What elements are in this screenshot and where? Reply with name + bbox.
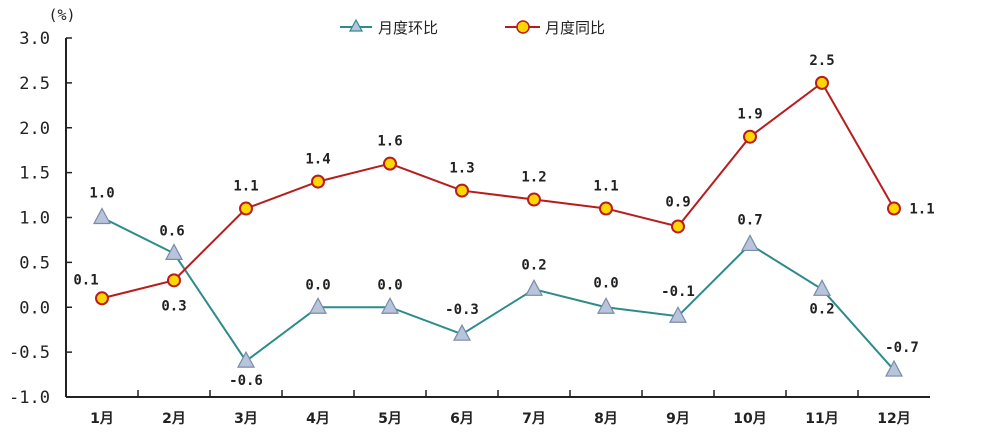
y-tick-label: 0.0 xyxy=(19,298,50,318)
data-label: -0.6 xyxy=(229,373,263,389)
x-tick-label: 11月 xyxy=(805,411,838,427)
legend-item-mom: 月度环比 xyxy=(340,18,438,37)
data-label: 0.6 xyxy=(159,223,184,239)
data-point xyxy=(311,174,325,189)
x-tick-label: 4月 xyxy=(306,411,330,427)
x-tick-label: 2月 xyxy=(162,411,186,427)
data-point xyxy=(597,296,615,314)
x-tick-label: 12月 xyxy=(877,411,910,427)
data-point xyxy=(455,183,469,198)
data-point xyxy=(309,296,327,314)
y-tick-label: -0.5 xyxy=(9,343,50,363)
x-tick-label: 6月 xyxy=(450,411,474,427)
data-point xyxy=(239,201,253,216)
y-tick-label: 1.5 xyxy=(19,164,50,184)
data-label: 1.6 xyxy=(377,134,402,150)
series-yoy: 0.1 0.3 1.1 1.4 1.6 1.3 1.2 1.1 0.9 1.9 2.5 1.1 xyxy=(73,53,934,314)
x-tick-label: 10月 xyxy=(733,411,766,427)
data-label: 1.3 xyxy=(449,161,474,177)
data-point xyxy=(669,305,687,323)
data-point xyxy=(813,279,831,296)
x-tick-label: 8月 xyxy=(594,411,618,427)
data-point xyxy=(885,359,903,377)
data-label: 1.2 xyxy=(521,170,546,186)
data-label: 1.4 xyxy=(305,152,330,168)
x-tick-label: 3月 xyxy=(234,411,258,427)
series-line xyxy=(101,81,895,300)
data-point xyxy=(887,201,901,216)
y-tick-label: -1.0 xyxy=(9,388,50,408)
data-point xyxy=(383,156,397,171)
data-label: 0.1 xyxy=(73,272,98,288)
data-label: 2.5 xyxy=(809,53,834,69)
data-point xyxy=(165,243,183,260)
data-label: 0.2 xyxy=(521,257,546,273)
data-point xyxy=(525,279,543,296)
data-point xyxy=(453,323,471,341)
circle-icon xyxy=(516,20,530,34)
series-mom: 1.0 0.6 -0.6 0.0 0.0 -0.3 0.2 0.0 -0.1 0.7 0.2 -0.7 xyxy=(89,186,919,390)
x-tick-label: 5月 xyxy=(378,411,402,427)
legend-label: 月度环比 xyxy=(378,19,438,37)
data-label: 1.1 xyxy=(593,179,618,195)
legend-label: 月度同比 xyxy=(545,19,605,37)
x-tick-label: 7月 xyxy=(522,411,546,427)
legend-item-yoy: 月度同比 xyxy=(505,19,605,37)
data-label: 1.9 xyxy=(737,107,762,123)
data-label: 0.7 xyxy=(737,212,762,228)
y-tick-label: 3.0 xyxy=(19,29,50,49)
series-line xyxy=(101,216,895,371)
data-label: 0.0 xyxy=(377,277,402,293)
data-label: 1.0 xyxy=(89,186,114,202)
data-label: -0.3 xyxy=(445,302,479,318)
data-point xyxy=(381,296,399,314)
y-axis-unit: (%) xyxy=(48,6,75,24)
legend: 月度环比 月度同比 xyxy=(340,18,605,37)
data-label: 0.0 xyxy=(305,277,330,293)
data-point xyxy=(743,129,757,144)
y-tick-label: 2.5 xyxy=(19,74,50,94)
data-point xyxy=(671,219,685,234)
data-label: -0.7 xyxy=(885,340,919,356)
data-label: 0.9 xyxy=(665,194,690,210)
data-label: -0.1 xyxy=(661,284,695,300)
data-point xyxy=(815,75,829,90)
data-label: 1.1 xyxy=(233,179,258,195)
x-tick-label: 9月 xyxy=(666,411,690,427)
data-label: 1.1 xyxy=(909,202,934,218)
data-point xyxy=(93,207,111,225)
data-label: 0.3 xyxy=(161,298,186,314)
data-label: 0.0 xyxy=(593,275,618,291)
data-point xyxy=(95,291,109,306)
data-label: 0.2 xyxy=(809,301,834,317)
y-tick-label: 0.5 xyxy=(19,253,50,273)
data-point xyxy=(167,273,181,288)
y-tick-label: 2.0 xyxy=(19,119,50,139)
data-point xyxy=(741,234,759,252)
data-point xyxy=(237,350,255,368)
x-tick-label: 1月 xyxy=(90,411,114,427)
triangle-icon xyxy=(348,18,364,32)
data-point xyxy=(527,192,541,207)
y-tick-label: 1.0 xyxy=(19,209,50,229)
data-point xyxy=(599,201,613,216)
